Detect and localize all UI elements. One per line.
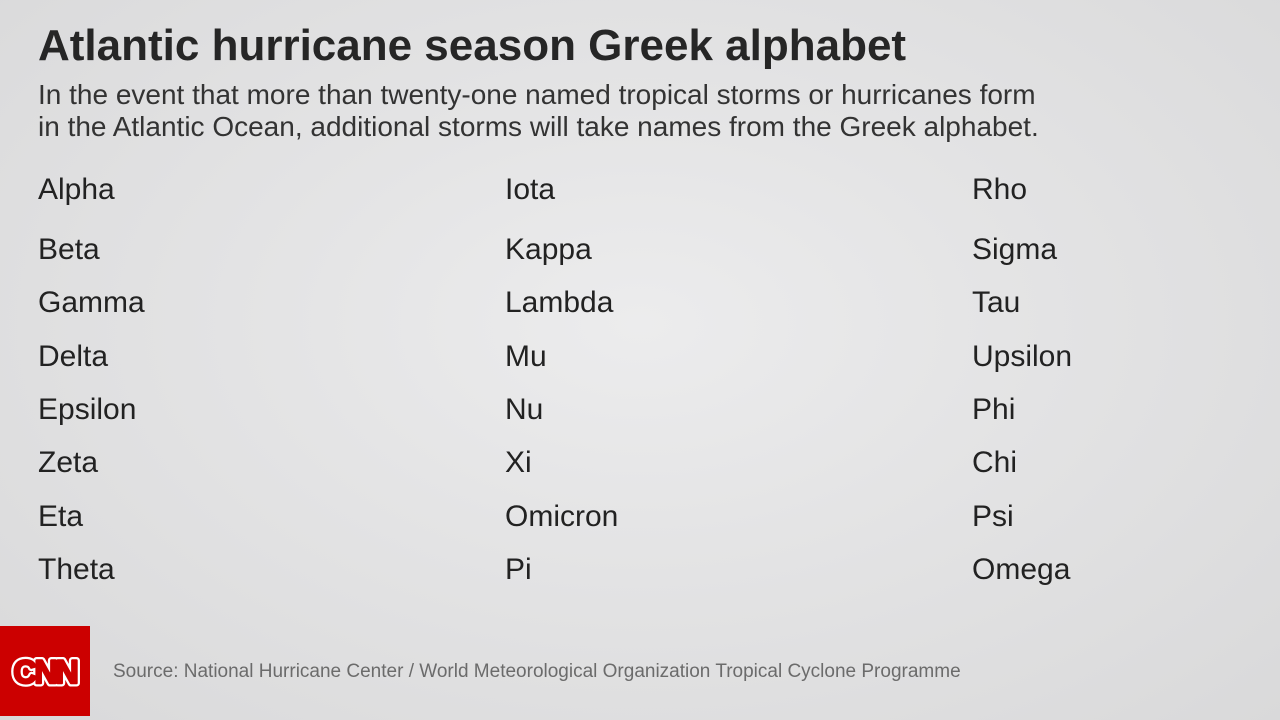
storm-name: Iota: [505, 173, 556, 206]
subtitle-line: in the Atlantic Ocean, additional storms…: [38, 111, 1039, 142]
greek-names-grid: Alpha Beta Gamma Delta Epsilon Zeta Eta …: [38, 0, 1280, 620]
storm-name: Pi: [505, 553, 532, 586]
storm-name: Rho: [972, 173, 1028, 206]
storm-name: Upsilon: [972, 340, 1073, 373]
logo-outline: CNN: [13, 654, 76, 690]
storm-name: Lambda: [505, 286, 614, 319]
source-note: Source: National Hurricane Center / Worl…: [113, 661, 961, 682]
storm-name: Theta: [38, 553, 115, 586]
storm-name: Alpha: [38, 173, 115, 206]
page-title: Atlantic hurricane season Greek alphabet: [38, 21, 907, 70]
subtitle-line: In the event that more than twenty-one n…: [38, 79, 1036, 110]
storm-name: Nu: [505, 393, 544, 426]
cnn-logo-wordmark: CNN CNN: [10, 651, 82, 694]
storm-name: Zeta: [38, 446, 99, 479]
storm-name: Omega: [972, 553, 1071, 586]
storm-name: Beta: [38, 233, 100, 266]
cnn-logo: CNN CNN: [0, 626, 90, 716]
storm-name: Omicron: [505, 500, 619, 533]
storm-name: Epsilon: [38, 393, 137, 426]
names-column-3: Rho Sigma Tau Upsilon Phi Chi Psi Omega: [972, 0, 1280, 620]
storm-name: Psi: [972, 500, 1014, 533]
storm-name: Sigma: [972, 233, 1058, 266]
names-column-2: Iota Kappa Lambda Mu Nu Xi Omicron Pi: [505, 0, 865, 620]
storm-name: Xi: [505, 446, 532, 479]
storm-name: Phi: [972, 393, 1016, 426]
storm-name: Mu: [505, 340, 547, 373]
logo-fill: CNN: [13, 654, 76, 690]
storm-name: Chi: [972, 446, 1018, 479]
storm-name: Eta: [38, 500, 84, 533]
storm-name: Delta: [38, 340, 109, 373]
names-column-1: Alpha Beta Gamma Delta Epsilon Zeta Eta …: [38, 0, 398, 620]
storm-name: Tau: [972, 286, 1021, 319]
storm-name: Kappa: [505, 233, 592, 266]
storm-name: Gamma: [38, 286, 145, 319]
subtitle: In the event that more than twenty-one n…: [38, 79, 1148, 143]
